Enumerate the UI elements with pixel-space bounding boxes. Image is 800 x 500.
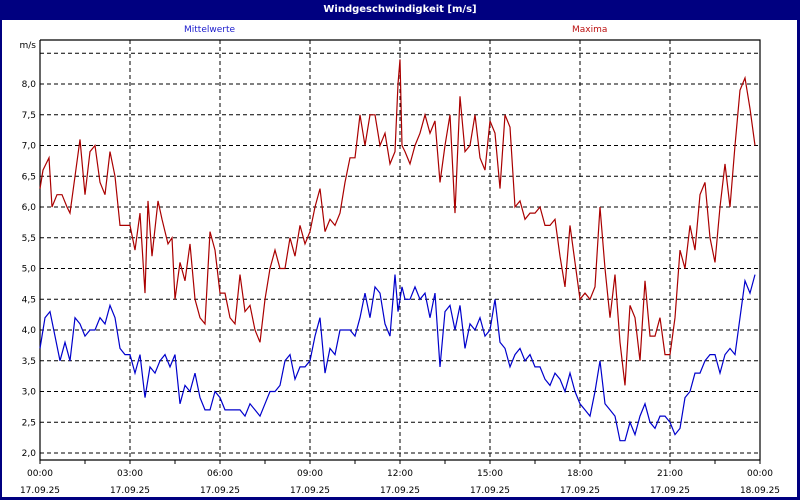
- window-title: Windgeschwindigkeit [m/s]: [323, 4, 477, 15]
- y-tick-label: 2,0: [22, 449, 37, 459]
- y-tick-label: 3,5: [22, 357, 36, 367]
- y-tick-label: 5,0: [22, 265, 37, 275]
- x-tick-date: 18.09.25: [740, 486, 780, 496]
- y-tick-label: 5,5: [22, 234, 36, 244]
- legend-mittelwerte: Mittelwerte: [184, 25, 236, 35]
- x-tick-time: 00:00: [747, 469, 773, 479]
- x-tick-time: 06:00: [207, 469, 233, 479]
- y-tick-label: 6,5: [22, 172, 36, 182]
- x-tick-date: 17.09.25: [290, 486, 330, 496]
- x-tick-date: 17.09.25: [560, 486, 600, 496]
- y-tick-label: 4,0: [22, 326, 37, 336]
- x-tick-time: 21:00: [657, 469, 683, 479]
- legend-maxima: Maxima: [572, 25, 608, 35]
- y-unit-label: m/s: [20, 41, 37, 51]
- x-tick-time: 03:00: [117, 469, 143, 479]
- y-tick-label: 3,0: [22, 388, 37, 398]
- x-tick-date: 17.09.25: [110, 486, 150, 496]
- x-tick-time: 15:00: [477, 469, 503, 479]
- y-tick-label: 8,0: [22, 80, 37, 90]
- y-tick-label: 7,5: [22, 111, 36, 121]
- x-tick-time: 09:00: [297, 469, 323, 479]
- y-tick-label: 7,0: [22, 142, 37, 152]
- series-line-mittelwerte: [39, 274, 756, 442]
- x-tick-date: 17.09.25: [20, 486, 60, 496]
- x-tick-date: 17.09.25: [380, 486, 420, 496]
- x-tick-date: 17.09.25: [200, 486, 240, 496]
- x-tick-time: 00:00: [27, 469, 53, 479]
- x-tick-time: 12:00: [387, 469, 413, 479]
- y-tick-label: 6,0: [22, 203, 37, 213]
- x-tick-date: 17.09.25: [470, 486, 510, 496]
- x-tick-date: 17.09.25: [650, 486, 690, 496]
- x-tick-time: 18:00: [567, 469, 593, 479]
- y-tick-label: 2,5: [22, 418, 36, 428]
- y-tick-label: 4,5: [22, 295, 36, 305]
- series-line-maxima: [39, 59, 756, 386]
